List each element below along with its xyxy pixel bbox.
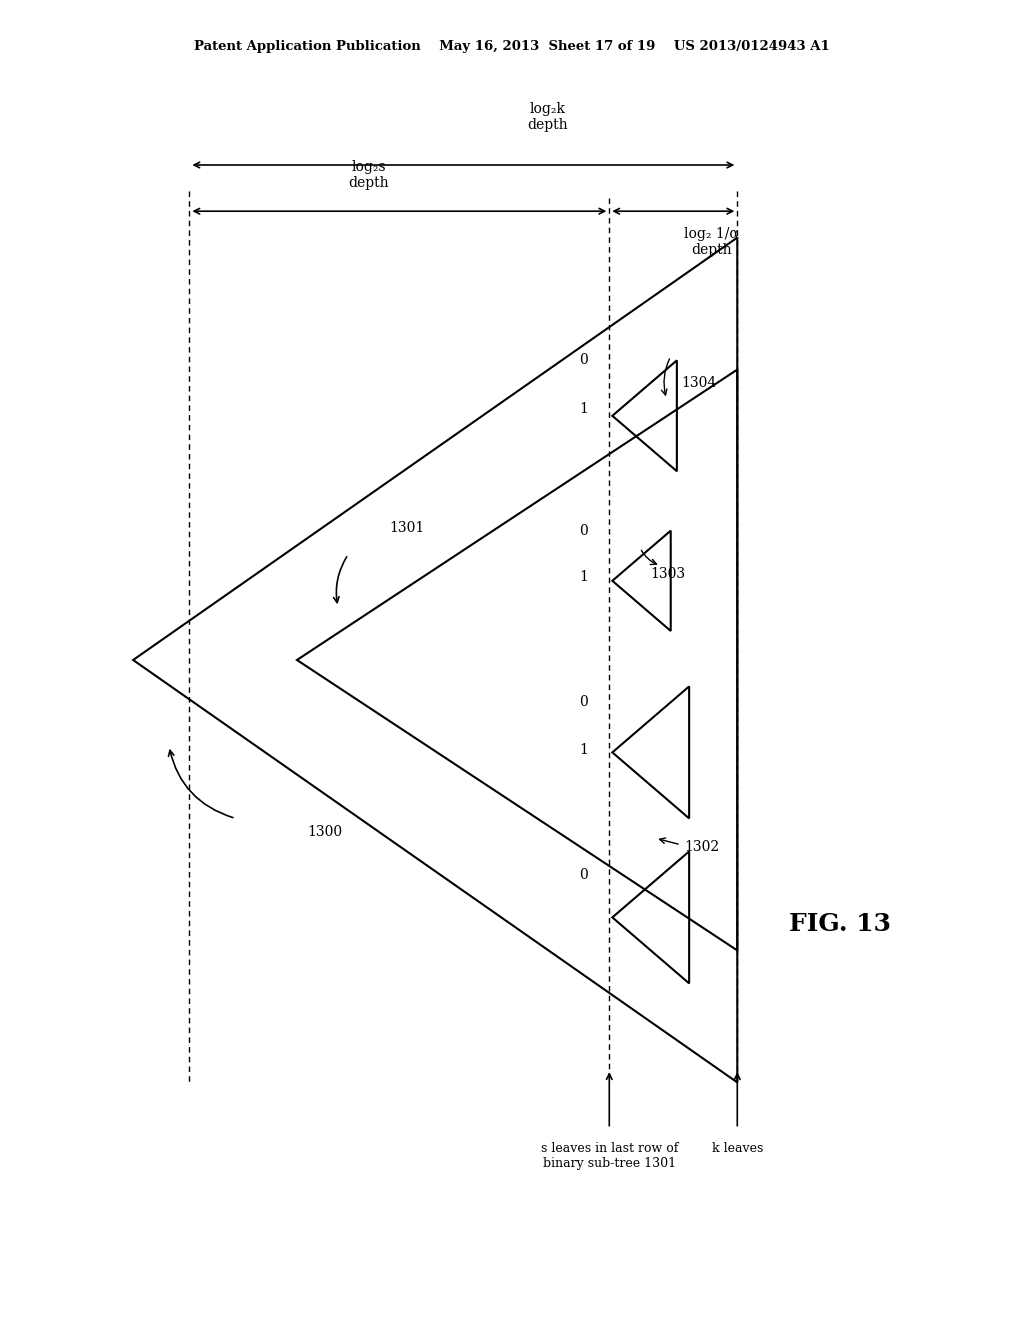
Text: 1304: 1304: [681, 376, 716, 389]
Text: 1: 1: [579, 743, 588, 756]
Text: k leaves: k leaves: [712, 1142, 763, 1155]
Text: log₂s
depth: log₂s depth: [348, 160, 389, 190]
Text: 1301: 1301: [389, 521, 424, 535]
Text: 1303: 1303: [650, 568, 685, 581]
Text: log₂ 1/α
depth: log₂ 1/α depth: [684, 227, 739, 257]
Text: FIG. 13: FIG. 13: [788, 912, 891, 936]
Text: 1302: 1302: [684, 841, 719, 854]
Text: Patent Application Publication    May 16, 2013  Sheet 17 of 19    US 2013/012494: Patent Application Publication May 16, 2…: [195, 40, 829, 53]
Text: log₂k
depth: log₂k depth: [527, 102, 568, 132]
Text: 0: 0: [579, 524, 588, 537]
Text: 1300: 1300: [307, 825, 342, 838]
Text: s leaves in last row of
binary sub-tree 1301: s leaves in last row of binary sub-tree …: [541, 1142, 678, 1170]
Text: 0: 0: [579, 869, 588, 882]
Text: 1: 1: [579, 570, 588, 583]
Text: 1: 1: [579, 403, 588, 416]
Text: 0: 0: [579, 696, 588, 709]
Text: 0: 0: [579, 354, 588, 367]
